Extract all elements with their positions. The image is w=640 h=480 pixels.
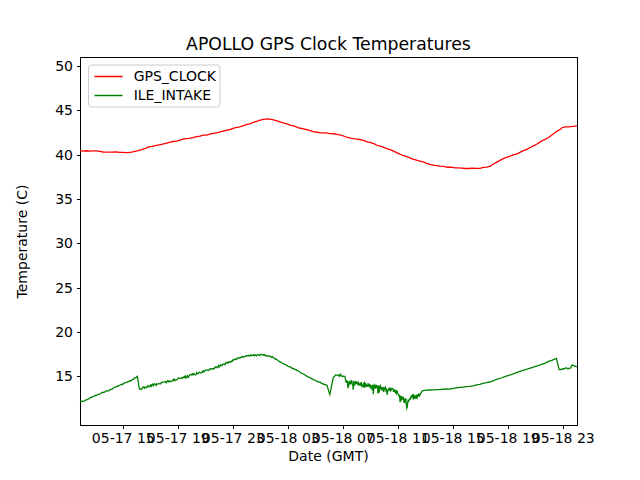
temperature-chart: 05-17 1505-17 1905-17 2305-18 0305-18 07… bbox=[0, 0, 640, 480]
y-tick-label: 15 bbox=[55, 368, 73, 384]
x-tick-label: 05-17 23 bbox=[202, 430, 265, 446]
y-tick-label: 40 bbox=[55, 147, 73, 163]
axes-box bbox=[80, 58, 577, 426]
series-line-ile_intake bbox=[80, 354, 577, 408]
x-tick-label: 05-18 11 bbox=[367, 430, 430, 446]
legend-label-ile-intake: ILE_INTAKE bbox=[134, 87, 211, 103]
legend: GPS_CLOCK ILE_INTAKE bbox=[89, 65, 221, 107]
y-axis-label: Temperature (C) bbox=[14, 185, 30, 300]
x-tick-label: 05-18 03 bbox=[257, 430, 320, 446]
y-tick-label: 20 bbox=[55, 324, 73, 340]
legend-label-gps-clock: GPS_CLOCK bbox=[134, 68, 217, 84]
x-tick-label: 05-18 23 bbox=[532, 430, 595, 446]
x-tick-label: 05-18 19 bbox=[477, 430, 540, 446]
series-line-gps_clock bbox=[80, 119, 577, 169]
chart-title: APOLLO GPS Clock Temperatures bbox=[186, 34, 471, 54]
x-tick-label: 05-18 15 bbox=[422, 430, 485, 446]
y-tick-label: 50 bbox=[55, 58, 73, 74]
y-tick-label: 30 bbox=[55, 235, 73, 251]
x-tick-label: 05-17 19 bbox=[147, 430, 210, 446]
x-tick-label: 05-17 15 bbox=[92, 430, 155, 446]
x-axis-label: Date (GMT) bbox=[288, 448, 368, 464]
y-tick-label: 35 bbox=[55, 191, 73, 207]
x-tick-label: 05-18 07 bbox=[312, 430, 375, 446]
y-tick-label: 45 bbox=[55, 102, 73, 118]
y-tick-label: 25 bbox=[55, 280, 73, 296]
figure: 05-17 1505-17 1905-17 2305-18 0305-18 07… bbox=[0, 0, 640, 480]
